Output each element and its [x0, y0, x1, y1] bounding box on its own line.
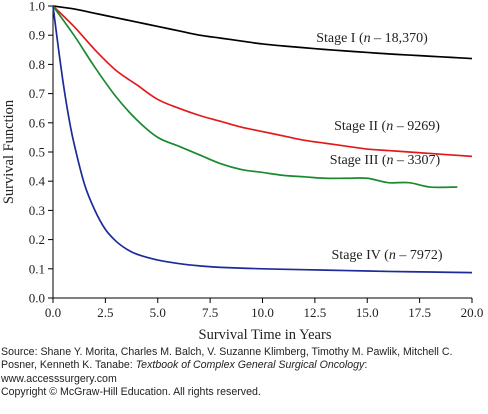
survival-chart: 0.0 2.5 5.0 7.5 10.0 12.5 15.0 17.5 20.0 0.0 0.1 0.…: [1, 0, 484, 343]
x-tick-label: 7.5: [202, 305, 218, 320]
y-tick-label: 0.4: [29, 174, 46, 189]
stage-i-label: Stage I (n – 18,370): [316, 31, 428, 46]
y-tick-label: 0.5: [29, 145, 45, 160]
y-tick-label: 0.7: [29, 86, 46, 101]
y-tick-label: 0.6: [29, 115, 46, 130]
stage-iv-label: Stage IV (n – 7972): [332, 248, 443, 263]
y-tick-label: 0.0: [29, 291, 45, 306]
x-tick-label: 20.0: [461, 305, 484, 320]
x-tick-label: 10.0: [251, 305, 274, 320]
y-tick-label: 0.8: [29, 57, 45, 72]
stage-iii-label: Stage III (n – 3307): [330, 153, 441, 168]
y-tick-label: 0.2: [29, 232, 45, 247]
series-lines: [52, 5, 473, 274]
source-citation: Source: Shane Y. Morita, Charles M. Balc…: [1, 346, 488, 400]
series-labels: Stage I (n – 18,370) Stage II (n – 9269) S…: [316, 31, 443, 263]
x-tick-label: 2.5: [97, 305, 113, 320]
source-line: Source: Shane Y. Morita, Charles M. Balc…: [1, 346, 488, 373]
stage-iii-line: [52, 5, 458, 189]
x-tick-label: 0.0: [45, 305, 61, 320]
x-tick-label: 12.5: [304, 305, 327, 320]
x-tick-label: 17.5: [408, 305, 431, 320]
stage-ii-label: Stage II (n – 9269): [334, 119, 440, 134]
stage-iv-line: [52, 5, 473, 274]
y-tick-label: 0.9: [29, 28, 45, 43]
source-prefix: Source: Shane Y. Morita, Charles M. Balc…: [1, 346, 453, 372]
y-tick-label: 0.1: [29, 261, 45, 276]
stage-ii-line: [52, 5, 473, 158]
y-tick-label: 1.0: [29, 0, 45, 14]
book-title: Textbook of Complex General Surgical Onc…: [135, 359, 365, 372]
axes: 0.0 2.5 5.0 7.5 10.0 12.5 15.0 17.5 20.0 0.0 0.1 0.…: [29, 0, 484, 320]
y-tick-label: 0.3: [29, 203, 45, 218]
copyright: Copyright © McGraw-Hill Education. All r…: [1, 386, 261, 399]
x-axis-title: Survival Time in Years: [199, 327, 332, 343]
stage-i-line: [52, 5, 473, 60]
x-tick-label: 15.0: [356, 305, 379, 320]
source-suffix: :: [364, 359, 368, 372]
website: www.accesssurgery.com: [1, 372, 117, 385]
x-tick-label: 5.0: [150, 305, 166, 320]
y-axis-title: Survival Function: [1, 99, 17, 204]
